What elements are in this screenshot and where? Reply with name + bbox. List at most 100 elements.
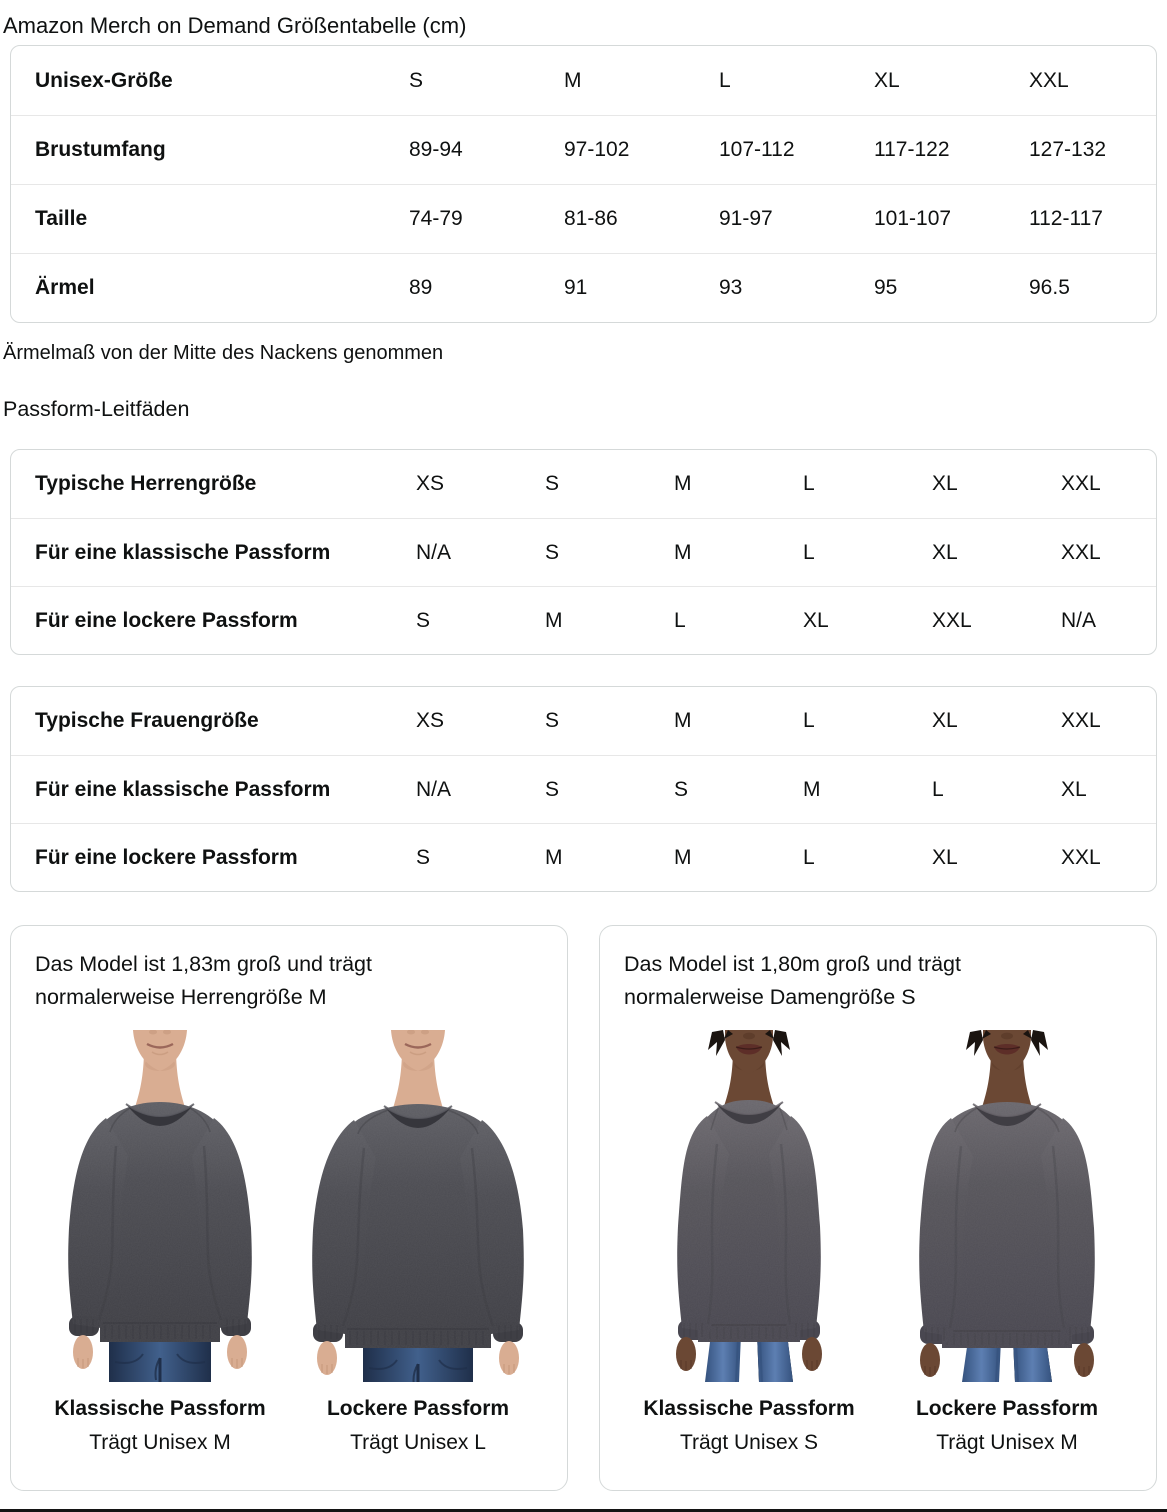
figure-caption: Klassische Passform Trägt Unisex S xyxy=(624,1396,874,1456)
size-value: N/A xyxy=(1061,608,1097,632)
fit-guides-heading: Passform-Leitfäden xyxy=(3,397,190,421)
row-label: Für eine lockere Passform xyxy=(35,845,298,869)
size-value: XL xyxy=(803,608,829,632)
size-value: 91 xyxy=(564,276,588,299)
model-description: Das Model ist 1,80m groß und trägt norma… xyxy=(624,952,961,1009)
size-value: XXL xyxy=(932,608,972,632)
size-value: L xyxy=(803,540,815,564)
table-row: Typische Herrengröße XS S M L XL XXL xyxy=(11,450,1156,518)
photo-male-loose-fit xyxy=(312,1030,524,1382)
size-value: S xyxy=(409,68,424,92)
figure-male-classic: Klassische Passform Trägt Unisex M xyxy=(35,1030,285,1456)
size-worn-label: Trägt Unisex L xyxy=(350,1431,486,1454)
row-label: Typische Herrengröße xyxy=(35,472,257,495)
page-title: Amazon Merch on Demand Größentabelle (cm… xyxy=(3,13,467,38)
size-value: XXL xyxy=(1061,540,1101,564)
size-value: XL xyxy=(932,472,958,495)
size-value: 112-117 xyxy=(1029,207,1103,230)
size-worn-label: Trägt Unisex M xyxy=(936,1431,1078,1454)
size-value: S xyxy=(545,540,560,564)
fit-label: Klassische Passform xyxy=(54,1397,266,1420)
size-value: 89-94 xyxy=(409,138,463,161)
size-value: L xyxy=(803,472,815,495)
mens-fit-table: Typische Herrengröße XS S M L XL XXL Für… xyxy=(10,449,1157,655)
size-value: XL xyxy=(1061,777,1087,801)
size-value: 127-132 xyxy=(1029,138,1107,161)
mens-model-card: Das Model ist 1,83m groß und trägt norma… xyxy=(10,925,568,1491)
size-value: L xyxy=(803,709,815,732)
table-row: Typische Frauengröße XS S M L XL XXL xyxy=(11,687,1156,755)
row-label: Brustumfang xyxy=(35,138,166,161)
size-value: M xyxy=(545,608,563,632)
fit-label: Lockere Passform xyxy=(915,1397,1099,1420)
row-label: Für eine klassische Passform xyxy=(35,540,331,564)
size-value: L xyxy=(719,68,731,92)
size-value: S xyxy=(674,777,689,801)
size-value: XL xyxy=(932,709,958,732)
model-description: Das Model ist 1,83m groß und trägt norma… xyxy=(35,952,372,1009)
size-value: XL xyxy=(932,845,958,869)
fit-label: Klassische Passform xyxy=(643,1397,855,1420)
figure-caption: Klassische Passform Trägt Unisex M xyxy=(35,1396,285,1456)
row-label: Typische Frauengröße xyxy=(35,709,259,732)
size-value: M xyxy=(674,709,692,732)
size-value: 101-107 xyxy=(874,207,952,230)
womens-fit-table: Typische Frauengröße XS S M L XL XXL Für… xyxy=(10,686,1157,892)
photo-female-loose-fit xyxy=(919,1030,1095,1382)
size-value: 74-79 xyxy=(409,207,463,230)
size-value: S xyxy=(545,777,560,801)
table-row: Für eine lockere Passform S M M L XL XXL xyxy=(11,823,1156,891)
size-value: 107-112 xyxy=(719,138,795,161)
table-row: Ärmel 89 91 93 95 96.5 xyxy=(11,253,1156,322)
size-value: 97-102 xyxy=(564,138,630,161)
table-row: Brustumfang 89-94 97-102 107-112 117-122… xyxy=(11,115,1156,184)
table-row: Für eine klassische Passform N/A S M L X… xyxy=(11,518,1156,586)
model-figures: Klassische Passform Trägt Unisex S Locke… xyxy=(624,1030,1132,1456)
figure-caption: Lockere Passform Trägt Unisex L xyxy=(293,1396,543,1456)
size-value: 96.5 xyxy=(1029,276,1070,299)
size-value: 93 xyxy=(719,276,743,299)
size-value: XXL xyxy=(1029,68,1069,92)
figure-female-loose: Lockere Passform Trägt Unisex M xyxy=(882,1030,1132,1456)
size-value: S xyxy=(545,709,560,732)
size-value: 117-122 xyxy=(874,138,950,161)
size-value: 95 xyxy=(874,276,898,299)
unisex-size-table: Unisex-Größe S M L XL XXL Brustumfang 89… xyxy=(10,45,1157,323)
table-row: Für eine klassische Passform N/A S S M L… xyxy=(11,755,1156,823)
row-label: Taille xyxy=(35,207,88,230)
row-label: Für eine klassische Passform xyxy=(35,777,331,801)
size-value: N/A xyxy=(416,777,452,801)
size-value: N/A xyxy=(416,540,452,564)
row-label: Für eine lockere Passform xyxy=(35,608,298,632)
size-value: XL xyxy=(874,68,900,92)
figure-male-loose: Lockere Passform Trägt Unisex L xyxy=(293,1030,543,1456)
womens-model-card: Das Model ist 1,80m groß und trägt norma… xyxy=(599,925,1157,1491)
size-value: M xyxy=(674,540,692,564)
size-value: M xyxy=(674,472,692,495)
size-value: XXL xyxy=(1061,845,1101,869)
size-value: L xyxy=(674,608,686,632)
size-value: M xyxy=(564,68,582,92)
photo-male-classic-fit xyxy=(68,1030,252,1382)
fit-label: Lockere Passform xyxy=(326,1397,510,1420)
size-value: S xyxy=(545,472,560,495)
model-figures: Klassische Passform Trägt Unisex M Locke… xyxy=(35,1030,543,1456)
size-value: 89 xyxy=(409,276,433,299)
size-worn-label: Trägt Unisex M xyxy=(89,1431,231,1454)
size-value: XL xyxy=(932,540,958,564)
size-value: S xyxy=(416,845,431,869)
size-value: M xyxy=(674,845,692,869)
size-value: XS xyxy=(416,472,445,495)
model-cards-row: Das Model ist 1,83m groß und trägt norma… xyxy=(10,925,1157,1491)
table-row: Taille 74-79 81-86 91-97 101-107 112-117 xyxy=(11,184,1156,253)
size-value: L xyxy=(932,777,944,801)
size-value: L xyxy=(803,845,815,869)
photo-female-classic-fit xyxy=(676,1030,822,1382)
figure-female-classic: Klassische Passform Trägt Unisex S xyxy=(624,1030,874,1456)
size-value: XS xyxy=(416,709,445,732)
size-chart-page: Amazon Merch on Demand Größentabelle (cm… xyxy=(0,12,1167,1491)
table-row: Für eine lockere Passform S M L XL XXL N… xyxy=(11,586,1156,654)
row-label: Unisex-Größe xyxy=(35,68,173,92)
size-value: M xyxy=(545,845,563,869)
table-row: Unisex-Größe S M L XL XXL xyxy=(11,46,1156,115)
